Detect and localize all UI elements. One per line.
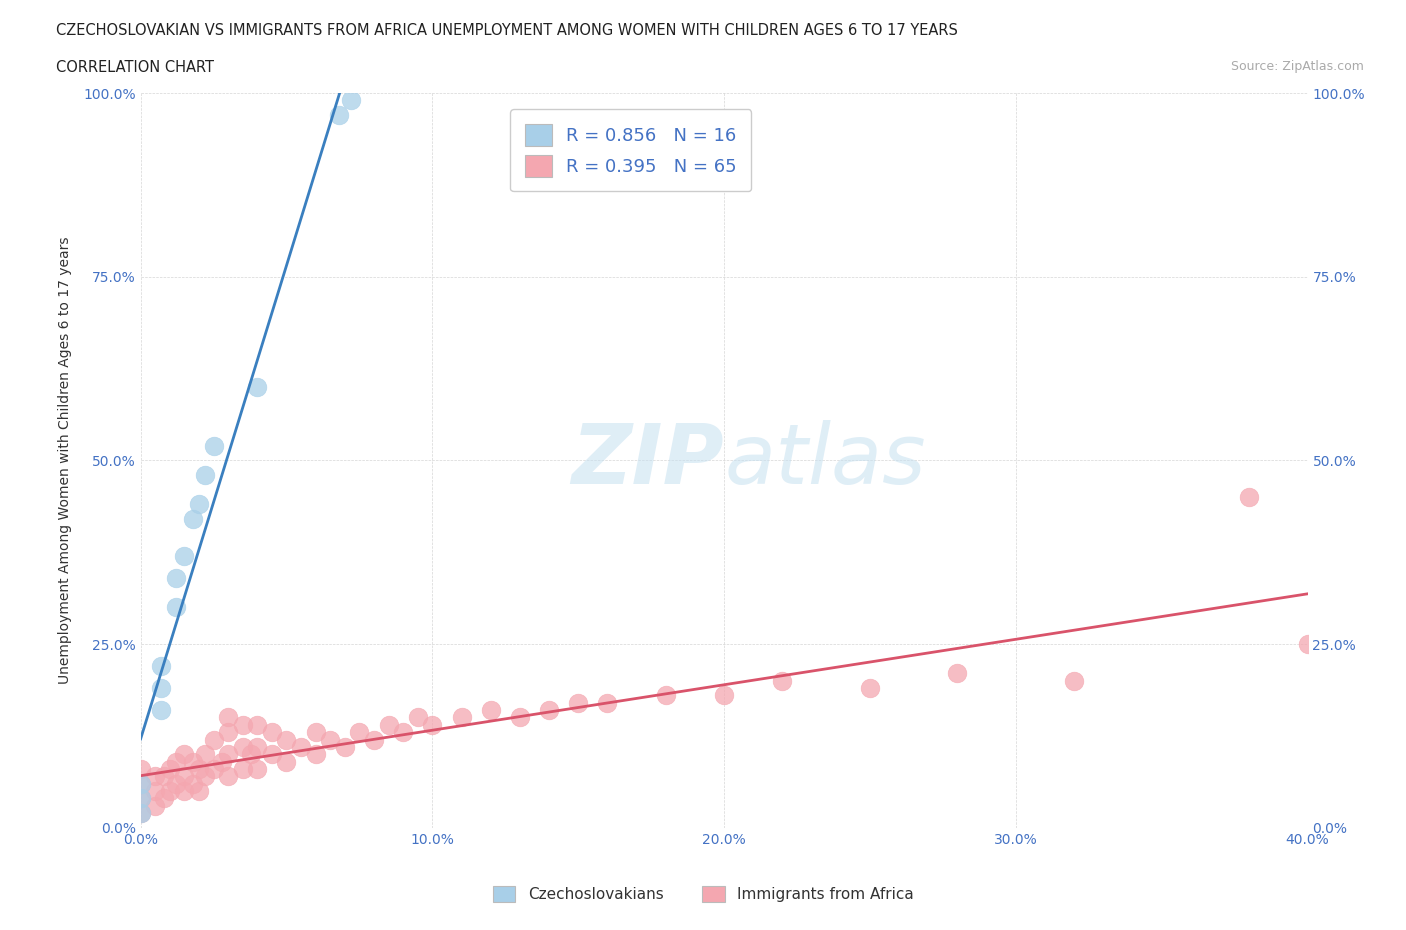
Text: atlas: atlas [724, 419, 925, 501]
Point [305, 747, 328, 762]
Point [246, 762, 269, 777]
Point [232, 717, 254, 732]
Point [188, 497, 211, 512]
Point [173, 549, 195, 564]
Legend: Czechoslovakians, Immigrants from Africa: Czechoslovakians, Immigrants from Africa [486, 880, 920, 909]
Point [194, 747, 217, 762]
Point [276, 732, 298, 747]
Point [188, 762, 211, 777]
Point [173, 747, 195, 762]
Point [129, 790, 152, 805]
Point [202, 762, 225, 777]
Point [211, 754, 233, 769]
Point [567, 696, 589, 711]
Point [143, 769, 166, 784]
Point [240, 747, 263, 762]
Point [328, 108, 350, 123]
Point [150, 681, 173, 696]
Point [202, 438, 225, 453]
Point [232, 739, 254, 754]
Point [260, 747, 283, 762]
Point [194, 468, 217, 483]
Point [143, 783, 166, 798]
Point [422, 717, 444, 732]
Point [319, 732, 342, 747]
Point [143, 798, 166, 813]
Point [363, 732, 385, 747]
Point [165, 777, 187, 791]
Point [596, 696, 619, 711]
Point [150, 703, 173, 718]
Point [165, 600, 187, 615]
Point [772, 673, 794, 688]
Point [392, 724, 415, 739]
Point [150, 658, 173, 673]
Point [159, 762, 181, 777]
Point [173, 783, 195, 798]
Point [509, 711, 531, 725]
Point [349, 724, 371, 739]
Point [859, 681, 882, 696]
Text: CZECHOSLOVAKIAN VS IMMIGRANTS FROM AFRICA UNEMPLOYMENT AMONG WOMEN WITH CHILDREN: CZECHOSLOVAKIAN VS IMMIGRANTS FROM AFRIC… [56, 23, 957, 38]
Point [1063, 673, 1085, 688]
Point [713, 688, 735, 703]
Point [165, 754, 187, 769]
Point [188, 783, 211, 798]
Point [181, 754, 204, 769]
Point [946, 666, 969, 681]
Y-axis label: Unemployment Among Women with Children Ages 6 to 17 years: Unemployment Among Women with Children A… [58, 236, 72, 684]
Point [129, 762, 152, 777]
Point [655, 688, 678, 703]
Point [246, 717, 269, 732]
Point [479, 703, 502, 718]
Text: CORRELATION CHART: CORRELATION CHART [56, 60, 214, 75]
Point [194, 769, 217, 784]
Point [217, 769, 239, 784]
Point [339, 93, 361, 108]
Point [153, 790, 176, 805]
Point [129, 777, 152, 791]
Point [159, 783, 181, 798]
Point [232, 762, 254, 777]
Point [181, 512, 204, 526]
Point [1239, 490, 1261, 505]
Point [377, 717, 399, 732]
Point [406, 711, 429, 725]
Point [173, 769, 195, 784]
Point [153, 769, 176, 784]
Point [165, 570, 187, 585]
Point [181, 777, 204, 791]
Point [129, 805, 152, 820]
Point [217, 711, 239, 725]
Point [450, 711, 472, 725]
Point [202, 732, 225, 747]
Point [129, 790, 152, 805]
Point [129, 777, 152, 791]
Point [129, 805, 152, 820]
Point [217, 724, 239, 739]
Point [246, 379, 269, 394]
Point [246, 739, 269, 754]
Point [1296, 637, 1319, 652]
Point [538, 703, 561, 718]
Point [290, 739, 312, 754]
Text: Source: ZipAtlas.com: Source: ZipAtlas.com [1230, 60, 1364, 73]
Point [305, 724, 328, 739]
Point [217, 747, 239, 762]
Point [333, 739, 356, 754]
Point [276, 754, 298, 769]
Point [260, 724, 283, 739]
Text: ZIP: ZIP [571, 419, 724, 501]
Legend: R = 0.856   N = 16, R = 0.395   N = 65: R = 0.856 N = 16, R = 0.395 N = 65 [510, 110, 751, 192]
